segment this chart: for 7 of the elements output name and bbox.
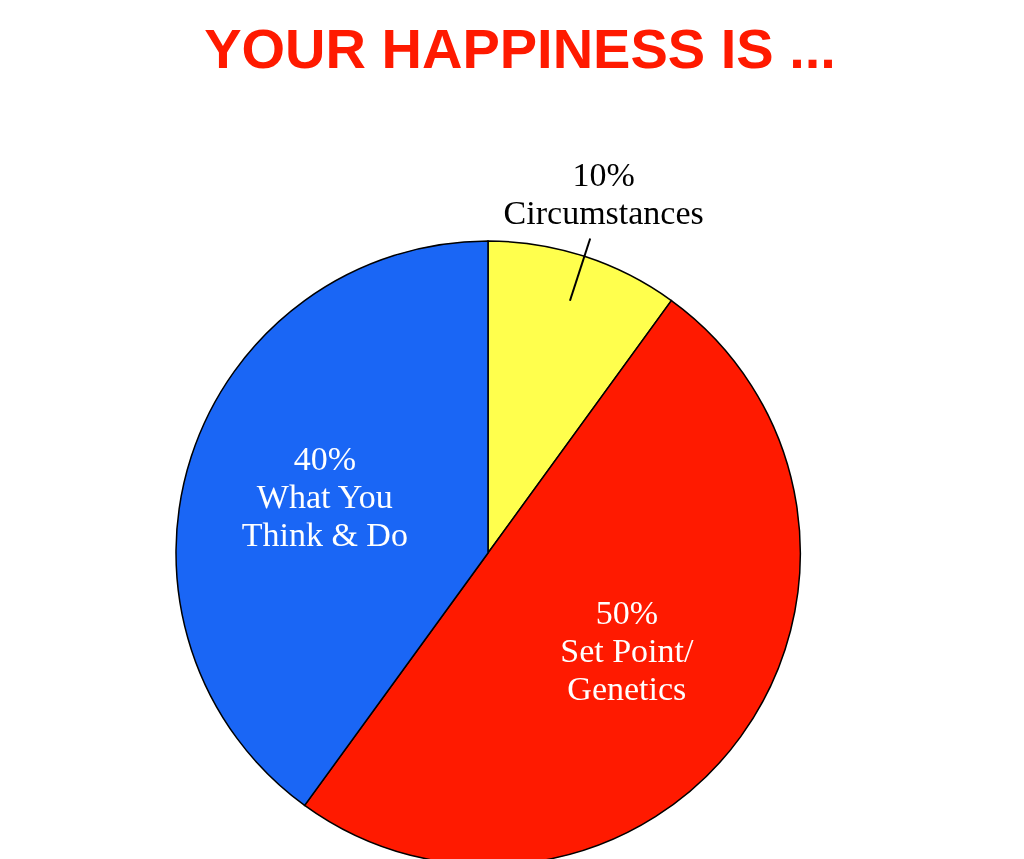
data-label: 40% — [293, 439, 356, 477]
slice-label: Circumstances — [503, 193, 704, 231]
slice-label: What You Think & Do — [241, 477, 408, 553]
data-label: 50% — [595, 593, 658, 631]
chart-title: YOUR HAPPINESS IS ... — [204, 16, 836, 80]
data-label: 10% — [572, 155, 635, 193]
slice-label: Set Point/ Genetics — [560, 631, 694, 707]
